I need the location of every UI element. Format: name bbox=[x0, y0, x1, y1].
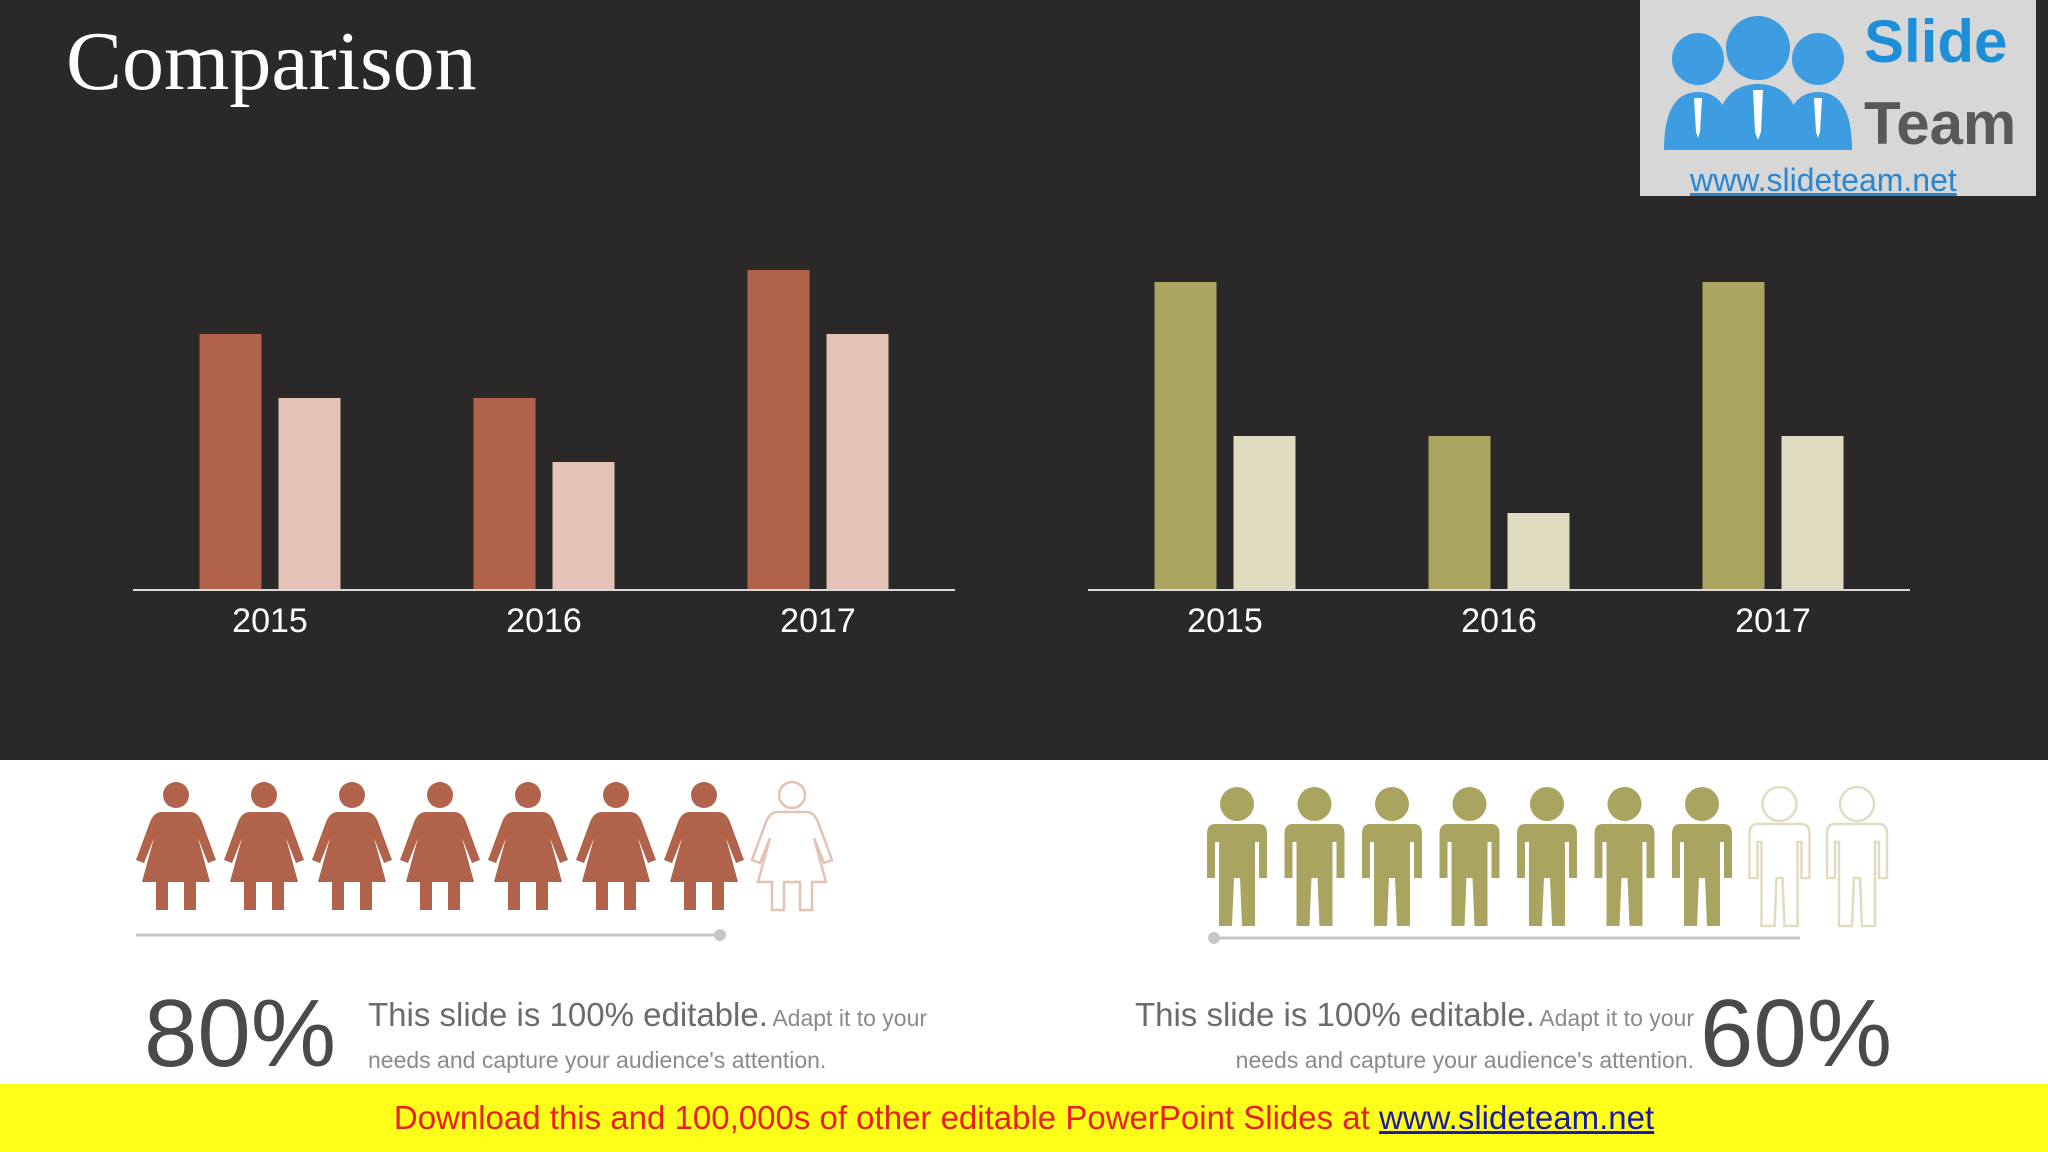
left-desc-sub1: Adapt it to your bbox=[772, 1005, 928, 1031]
team-people-icon bbox=[1664, 16, 1852, 150]
banner-message: Download this and 100,000s of other edit… bbox=[393, 1099, 1379, 1136]
right-description: This slide is 100% editable. Adapt it to… bbox=[1096, 995, 1694, 1074]
chart2-tick-label: 2017 bbox=[1735, 602, 1811, 640]
slide-title: Comparison bbox=[66, 15, 477, 108]
female-person-icon bbox=[488, 782, 568, 910]
chart2-tick-label: 2016 bbox=[1461, 602, 1537, 640]
male-person-icon bbox=[1207, 787, 1267, 926]
chart1-bar-2017-series1 bbox=[747, 270, 810, 590]
male-person-icon bbox=[1284, 787, 1345, 926]
banner-link[interactable]: www.slideteam.net bbox=[1379, 1099, 1655, 1136]
right-desc-sub2: needs and capture your audience's attent… bbox=[1235, 1046, 1694, 1073]
logo-wordmark-slide: Slide bbox=[1864, 8, 2008, 75]
female-person-icon bbox=[136, 782, 216, 910]
right-percentage: 60% bbox=[1700, 980, 1893, 1087]
female-person-icon bbox=[400, 782, 480, 910]
chart2-bar-2016-series1 bbox=[1428, 436, 1491, 590]
right-desc-sub1: Adapt it to your bbox=[1539, 1005, 1694, 1031]
left-desc-main: This slide is 100% editable. bbox=[368, 996, 768, 1033]
left-description: This slide is 100% editable. Adapt it to… bbox=[368, 995, 988, 1074]
chart1-bar-2015-series2 bbox=[278, 398, 341, 590]
male-person-icon bbox=[1825, 785, 1889, 928]
male-person-icon bbox=[1594, 787, 1655, 926]
female-person-icon bbox=[312, 782, 392, 910]
female-person-icon bbox=[576, 782, 656, 910]
chart1-bar-2015-series1 bbox=[199, 334, 262, 590]
banner-text: Download this and 100,000s of other edit… bbox=[394, 1099, 1654, 1137]
download-banner[interactable]: Download this and 100,000s of other edit… bbox=[0, 1084, 2048, 1152]
male-person-icon bbox=[1517, 787, 1577, 926]
chart2-bar-2017-series1 bbox=[1702, 282, 1765, 590]
chart2-bar-2015-series2 bbox=[1233, 436, 1296, 590]
female-person-icon bbox=[224, 782, 304, 910]
left-desc-sub2: needs and capture your audience's attent… bbox=[368, 1046, 827, 1073]
chart1-bar-2016-series2 bbox=[552, 462, 615, 590]
logo-url-link[interactable]: www.slideteam.net bbox=[1690, 162, 1957, 198]
female-person-icon bbox=[750, 780, 834, 912]
chart2-bar-2016-series2 bbox=[1507, 513, 1570, 590]
chart2-tick-label: 2015 bbox=[1187, 602, 1263, 640]
male-person-icon bbox=[1672, 787, 1732, 926]
left-percentage: 80% bbox=[144, 980, 337, 1087]
left-progress-line-knob bbox=[714, 929, 726, 941]
female-person-icon bbox=[664, 782, 744, 910]
chart1-tick-label: 2016 bbox=[506, 602, 582, 640]
slideteam-logo[interactable]: Slide Team www.slideteam.net bbox=[1640, 0, 2036, 196]
people-icon-rows bbox=[136, 780, 1889, 944]
chart1-tick-label: 2017 bbox=[780, 602, 856, 640]
right-desc-main: This slide is 100% editable. bbox=[1134, 996, 1535, 1033]
comparison-bar-charts: 2015 2016 2017 2015 2016 2017 bbox=[133, 270, 1910, 640]
logo-wordmark-team: Team bbox=[1864, 90, 2017, 157]
chart2-bar-2017-series2 bbox=[1781, 436, 1844, 590]
male-person-icon bbox=[1362, 787, 1422, 926]
right-progress-line-knob bbox=[1208, 932, 1220, 944]
male-person-icon bbox=[1748, 785, 1811, 928]
chart1-bar-2017-series2 bbox=[826, 334, 889, 590]
chart1-bar-2016-series1 bbox=[473, 398, 536, 590]
male-person-icon bbox=[1439, 787, 1500, 926]
chart2-bar-2015-series1 bbox=[1154, 282, 1217, 590]
chart1-tick-label: 2015 bbox=[232, 602, 308, 640]
